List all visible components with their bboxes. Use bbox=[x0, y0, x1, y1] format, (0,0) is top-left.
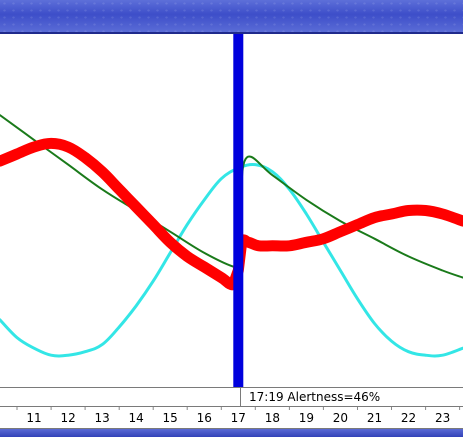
hour-tick-label: 19 bbox=[299, 411, 314, 425]
hour-tick-label: 13 bbox=[94, 411, 109, 425]
top-bar-texture bbox=[0, 0, 463, 32]
status-left-pane bbox=[0, 388, 241, 406]
hour-tick-label: 20 bbox=[333, 411, 348, 425]
hour-tick-label: 23 bbox=[435, 411, 450, 425]
hour-tick-label: 21 bbox=[367, 411, 382, 425]
hour-tick-label: 22 bbox=[401, 411, 416, 425]
window-top-bar bbox=[0, 0, 463, 32]
hour-tick-label: 15 bbox=[163, 411, 178, 425]
time-axis-canvas: 11 12 13 14 15 16 17 18 19 20 21 22 23 bbox=[16, 407, 461, 425]
curves-group bbox=[0, 114, 463, 358]
hour-tick-label: 12 bbox=[60, 411, 75, 425]
hour-tick-label: 16 bbox=[197, 411, 212, 425]
top-bar-edge bbox=[0, 32, 463, 34]
hour-tick-label: 18 bbox=[265, 411, 280, 425]
hour-tick-label: 17 bbox=[231, 411, 246, 425]
window-bottom-bar bbox=[0, 429, 463, 437]
time-axis: 11 12 13 14 15 16 17 18 19 20 21 22 23 bbox=[0, 407, 463, 429]
hour-tick-label: 14 bbox=[129, 411, 144, 425]
alertness-chart[interactable] bbox=[0, 34, 463, 387]
hour-tick-label: 11 bbox=[26, 411, 41, 425]
cursor-readout: 17:19 Alertness=46% bbox=[249, 390, 381, 404]
homeostatic-curve bbox=[0, 114, 463, 279]
chart-canvas[interactable] bbox=[0, 34, 463, 387]
circadian-curve bbox=[0, 162, 463, 358]
status-row: 17:19 Alertness=46% bbox=[0, 387, 463, 407]
time-cursor[interactable] bbox=[233, 34, 244, 387]
